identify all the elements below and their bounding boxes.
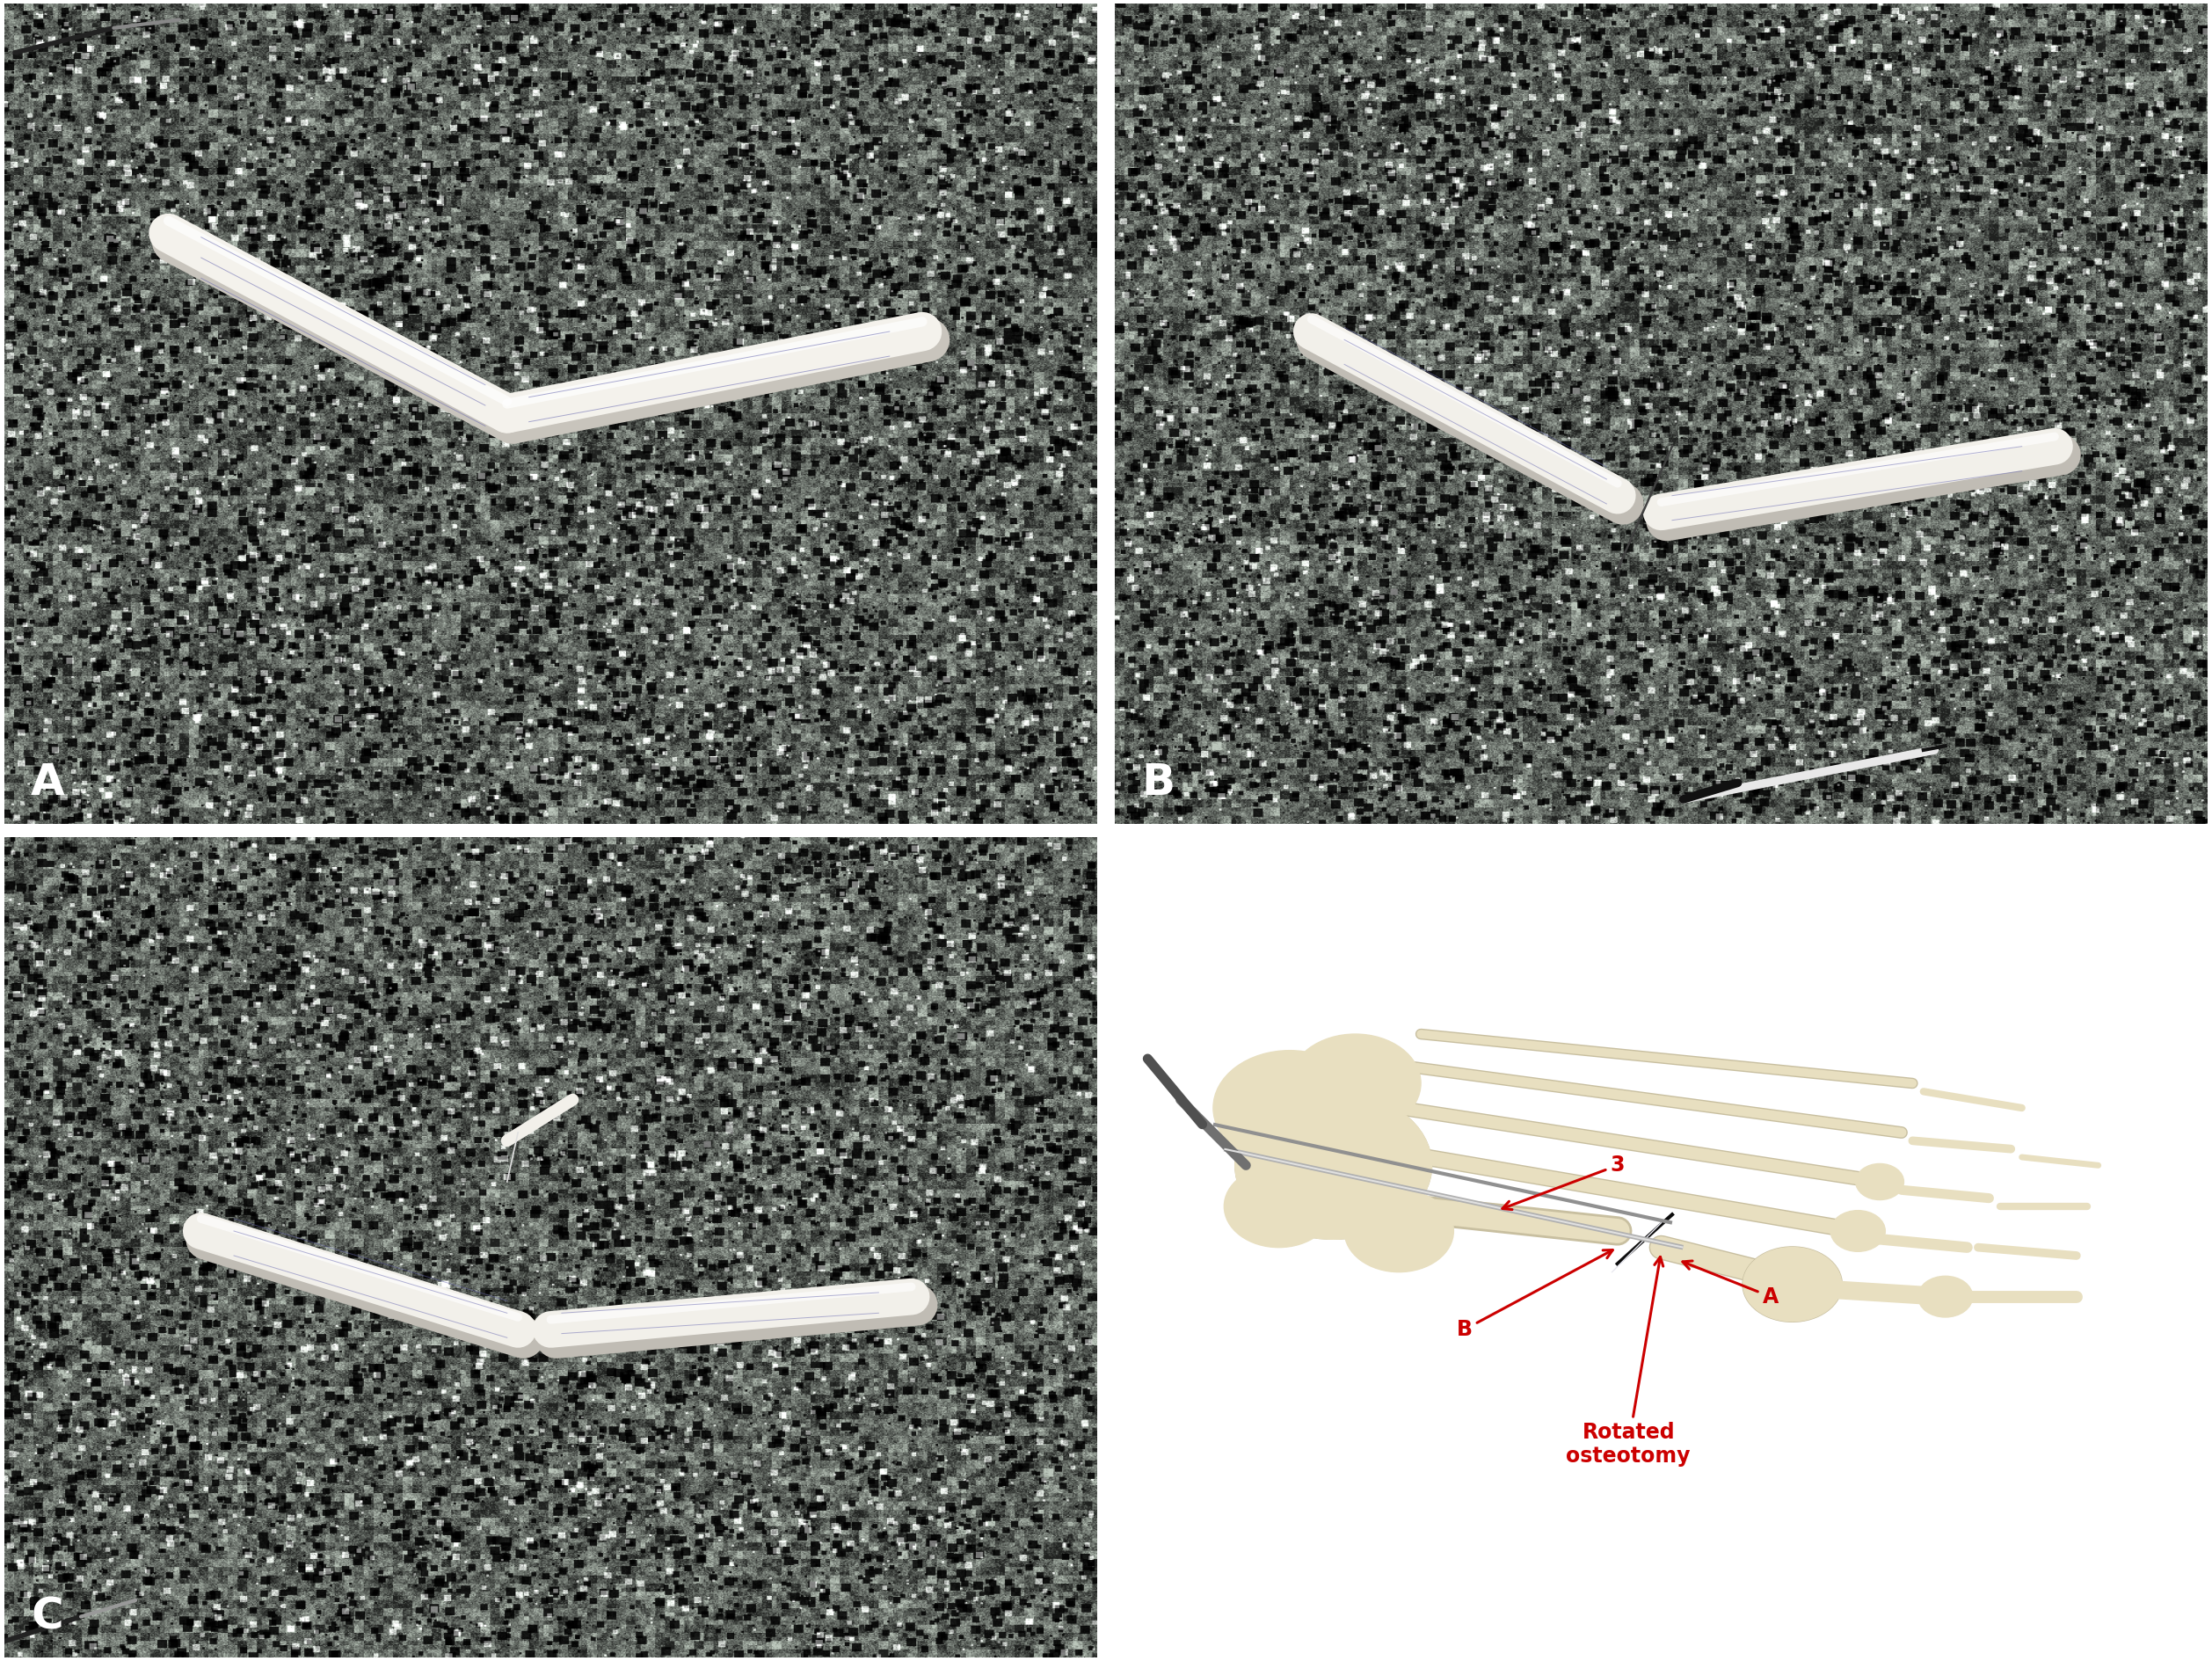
Text: B: B (1141, 762, 1175, 804)
Circle shape (1345, 1189, 1453, 1272)
Text: Rotated
osteotomy: Rotated osteotomy (1566, 1257, 1690, 1467)
Text: C: C (31, 1596, 64, 1638)
Circle shape (1856, 1164, 1905, 1199)
Text: D: D (1141, 1596, 1179, 1638)
Circle shape (1234, 1091, 1431, 1239)
Circle shape (1743, 1247, 1843, 1320)
Text: 3: 3 (1502, 1154, 1626, 1209)
Text: B: B (1458, 1251, 1613, 1340)
Circle shape (1212, 1050, 1367, 1166)
Circle shape (1290, 1035, 1420, 1133)
Circle shape (1832, 1211, 1885, 1251)
Text: A: A (31, 762, 64, 804)
Circle shape (1234, 1091, 1431, 1239)
Circle shape (1918, 1276, 1973, 1317)
Text: A: A (1683, 1261, 1778, 1307)
Circle shape (1223, 1166, 1334, 1247)
